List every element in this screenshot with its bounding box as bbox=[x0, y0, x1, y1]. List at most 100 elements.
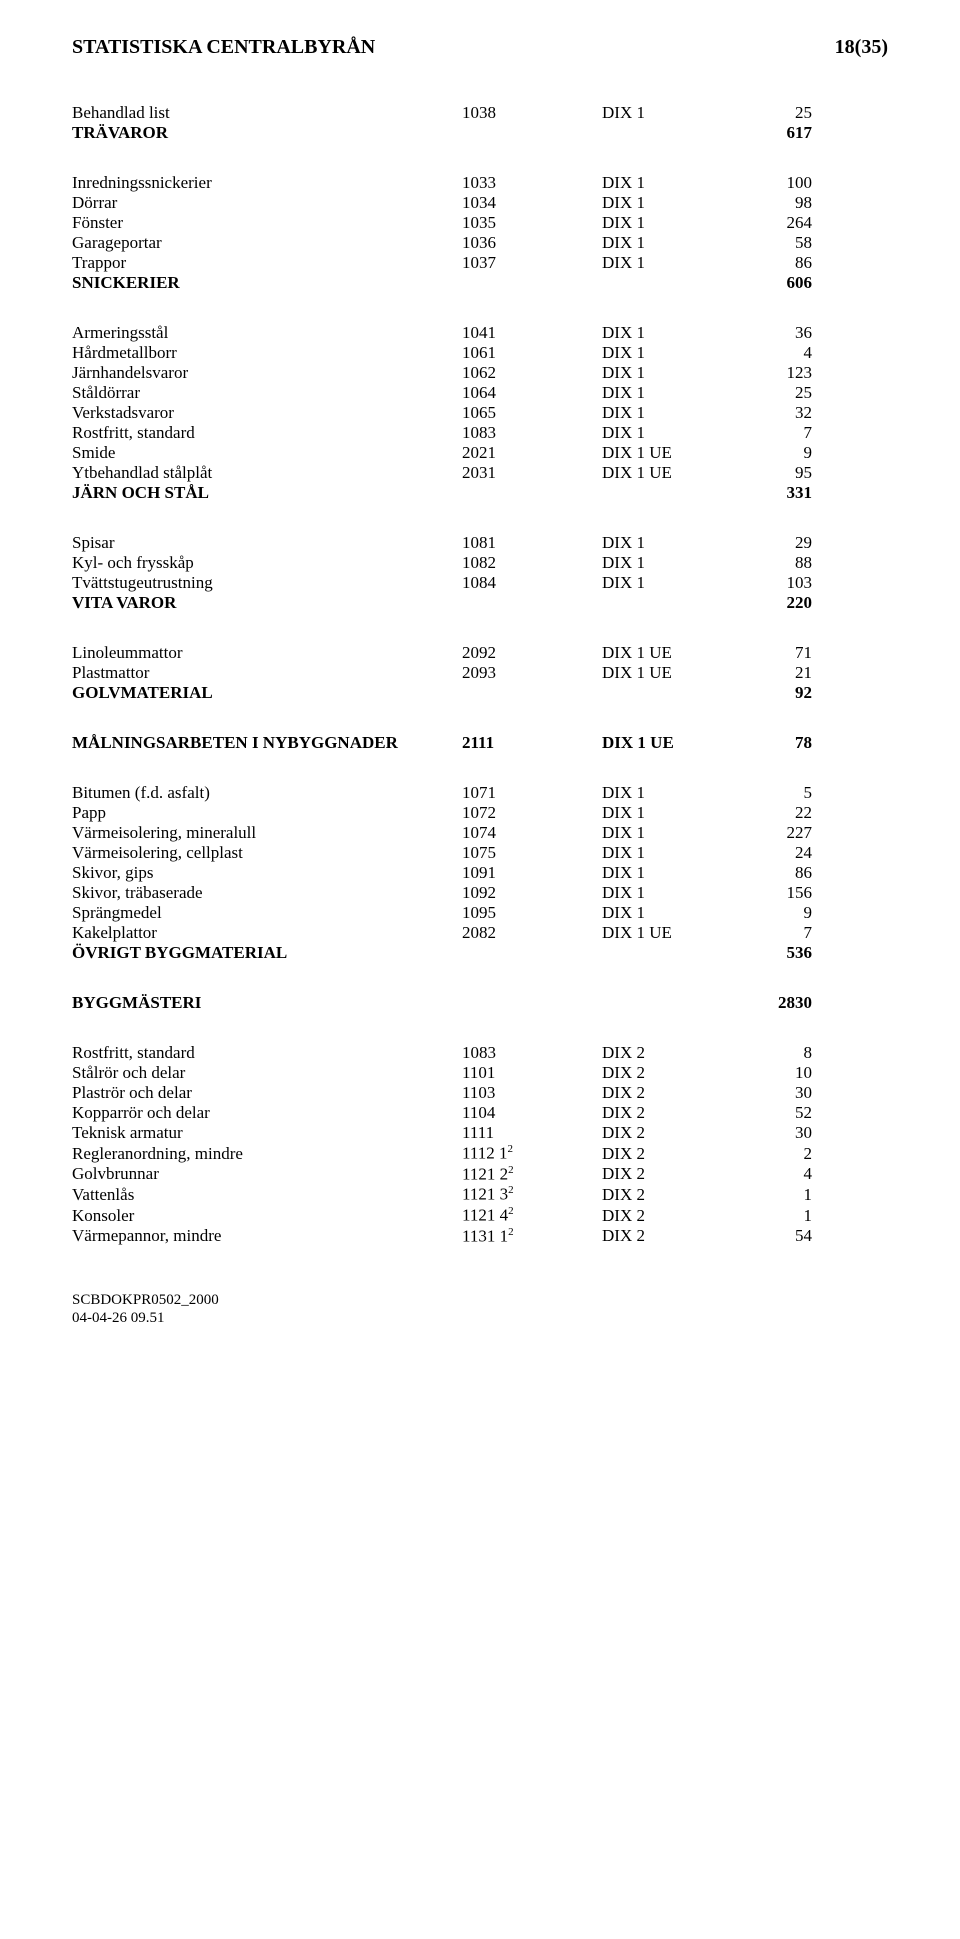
row-dix: DIX 2 bbox=[602, 1123, 742, 1143]
row-value: 32 bbox=[742, 403, 812, 423]
table-section: MÅLNINGSARBETEN I NYBYGGNADER2111DIX 1 U… bbox=[72, 733, 888, 753]
table-row: Ytbehandlad stålplåt2031DIX 1 UE95 bbox=[72, 463, 888, 483]
row-label: SNICKERIER bbox=[72, 273, 462, 293]
row-code: 1082 bbox=[462, 553, 602, 573]
row-dix: DIX 1 bbox=[602, 863, 742, 883]
row-label: Regleranordning, mindre bbox=[72, 1144, 462, 1164]
row-code-text: 1081 bbox=[462, 533, 496, 552]
row-code: 1131 12 bbox=[462, 1226, 602, 1247]
table-row: Spisar1081DIX 129 bbox=[72, 533, 888, 553]
row-value: 9 bbox=[742, 443, 812, 463]
row-dix: DIX 2 bbox=[602, 1043, 742, 1063]
row-value: 9 bbox=[742, 903, 812, 923]
table-row: Behandlad list1038DIX 125 bbox=[72, 103, 888, 123]
row-dix: DIX 1 bbox=[602, 363, 742, 383]
table-row: Bitumen (f.d. asfalt)1071DIX 15 bbox=[72, 783, 888, 803]
row-value: 88 bbox=[742, 553, 812, 573]
row-code-text: 1083 bbox=[462, 423, 496, 442]
row-dix: DIX 1 bbox=[602, 383, 742, 403]
row-dix: DIX 1 bbox=[602, 803, 742, 823]
row-code-text: 1095 bbox=[462, 903, 496, 922]
row-value: 86 bbox=[742, 863, 812, 883]
row-dix: DIX 1 bbox=[602, 783, 742, 803]
table-row: GOLVMATERIAL 92 bbox=[72, 683, 888, 703]
row-value: 123 bbox=[742, 363, 812, 383]
row-label: Rostfritt, standard bbox=[72, 423, 462, 443]
row-label: Smide bbox=[72, 443, 462, 463]
row-code-text: 1062 bbox=[462, 363, 496, 382]
row-code: 1095 bbox=[462, 903, 602, 923]
table-row: Kyl- och frysskåp1082DIX 188 bbox=[72, 553, 888, 573]
row-value: 92 bbox=[742, 683, 812, 703]
row-label: Linoleummattor bbox=[72, 643, 462, 663]
row-value: 25 bbox=[742, 383, 812, 403]
table-section: BYGGMÄSTERI2830 bbox=[72, 993, 888, 1013]
row-code-text: 2082 bbox=[462, 923, 496, 942]
table-row: Kopparrör och delar1104DIX 252 bbox=[72, 1103, 888, 1123]
row-code: 1034 bbox=[462, 193, 602, 213]
table-row: Plaströr och delar1103DIX 230 bbox=[72, 1083, 888, 1103]
row-code: 1111 bbox=[462, 1123, 602, 1143]
table-content: Behandlad list1038DIX 125TRÄVAROR617 Inre… bbox=[72, 103, 888, 1246]
row-code-text: 1112 1 bbox=[462, 1144, 508, 1163]
row-code-text: 1084 bbox=[462, 573, 496, 592]
row-label: Inredningssnickerier bbox=[72, 173, 462, 193]
row-code-text: 1104 bbox=[462, 1103, 495, 1122]
row-value: 331 bbox=[742, 483, 812, 503]
table-row: Vattenlås1121 32DIX 21 bbox=[72, 1184, 888, 1205]
row-code-text: 1101 bbox=[462, 1063, 495, 1082]
row-label: Sprängmedel bbox=[72, 903, 462, 923]
row-code: 1041 bbox=[462, 323, 602, 343]
row-code: 2082 bbox=[462, 923, 602, 943]
table-row: ÖVRIGT BYGGMATERIAL536 bbox=[72, 943, 888, 963]
row-label: Skivor, träbaserade bbox=[72, 883, 462, 903]
row-code: 2111 bbox=[462, 733, 602, 753]
row-value: 52 bbox=[742, 1103, 812, 1123]
row-code-text: 1121 3 bbox=[462, 1185, 508, 1204]
row-dix: DIX 2 bbox=[602, 1226, 742, 1246]
row-label: Vattenlås bbox=[72, 1185, 462, 1205]
row-label: Skivor, gips bbox=[72, 863, 462, 883]
row-code: 1104 bbox=[462, 1103, 602, 1123]
row-label: Hårdmetallborr bbox=[72, 343, 462, 363]
row-label: GOLVMATERIAL bbox=[72, 683, 462, 703]
row-code: 1033 bbox=[462, 173, 602, 193]
row-label: Spisar bbox=[72, 533, 462, 553]
row-dix: DIX 1 bbox=[602, 343, 742, 363]
row-code: 1074 bbox=[462, 823, 602, 843]
row-label: JÄRN OCH STÅL bbox=[72, 483, 462, 503]
row-code: 2031 bbox=[462, 463, 602, 483]
row-label: Kyl- och frysskåp bbox=[72, 553, 462, 573]
table-row: JÄRN OCH STÅL 331 bbox=[72, 483, 888, 503]
row-value: 1 bbox=[742, 1206, 812, 1226]
row-label: Armeringsstål bbox=[72, 323, 462, 343]
row-label: Ståldörrar bbox=[72, 383, 462, 403]
row-dix: DIX 1 UE bbox=[602, 463, 742, 483]
row-code: 1121 42 bbox=[462, 1205, 602, 1226]
row-code-sup: 2 bbox=[508, 1164, 514, 1176]
row-value: 103 bbox=[742, 573, 812, 593]
row-value: 156 bbox=[742, 883, 812, 903]
row-value: 95 bbox=[742, 463, 812, 483]
row-value: 227 bbox=[742, 823, 812, 843]
row-dix: DIX 1 bbox=[602, 843, 742, 863]
row-dix: DIX 2 bbox=[602, 1103, 742, 1123]
row-code: 1035 bbox=[462, 213, 602, 233]
row-code: 1072 bbox=[462, 803, 602, 823]
row-code: 2092 bbox=[462, 643, 602, 663]
row-dix: DIX 1 bbox=[602, 553, 742, 573]
row-label: BYGGMÄSTERI bbox=[72, 993, 462, 1013]
row-code: 1038 bbox=[462, 103, 602, 123]
table-row: Smide2021DIX 1 UE9 bbox=[72, 443, 888, 463]
row-code-sup: 2 bbox=[508, 1143, 514, 1155]
table-row: Regleranordning, mindre1112 12DIX 22 bbox=[72, 1143, 888, 1164]
row-code: 1121 22 bbox=[462, 1164, 602, 1185]
row-value: 4 bbox=[742, 343, 812, 363]
row-dix: DIX 1 bbox=[602, 903, 742, 923]
table-row: Trappor1037DIX 186 bbox=[72, 253, 888, 273]
row-label: MÅLNINGSARBETEN I NYBYGGNADER bbox=[72, 733, 462, 753]
row-code: 1037 bbox=[462, 253, 602, 273]
table-row: Hårdmetallborr1061DIX 14 bbox=[72, 343, 888, 363]
table-section: Behandlad list1038DIX 125TRÄVAROR617 bbox=[72, 103, 888, 143]
row-label: Trappor bbox=[72, 253, 462, 273]
